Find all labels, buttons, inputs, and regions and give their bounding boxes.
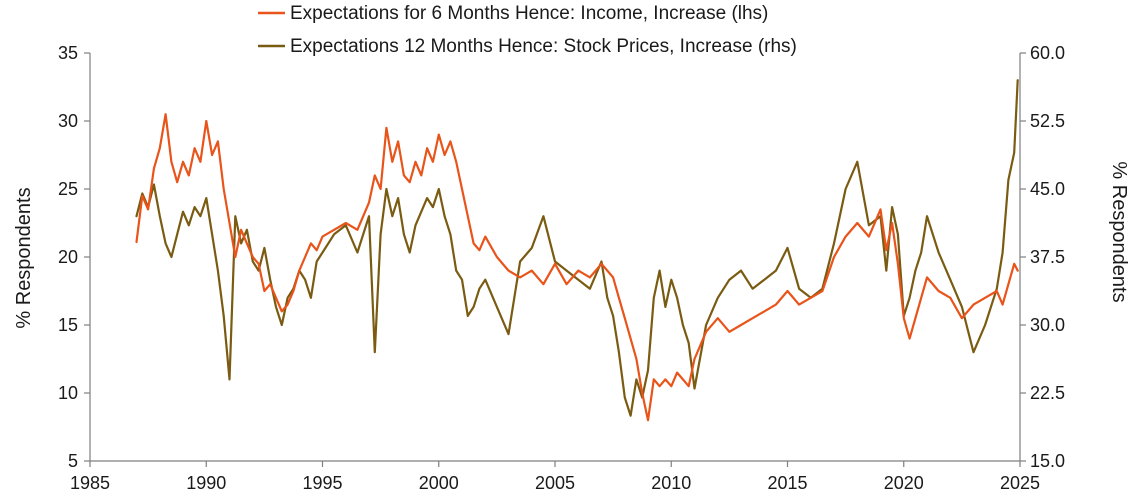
y-left-tick-label: 5 [68,451,78,471]
y-left-tick-label: 25 [58,179,78,199]
series-line-income [135,113,1019,422]
x-tick-label: 2000 [419,473,459,493]
x-tick-label: 1985 [70,473,110,493]
y-left-tick-label: 30 [58,111,78,131]
x-tick-label: 2020 [884,473,924,493]
legend-label-stock-prices: Expectations 12 Months Hence: Stock Pric… [290,36,797,57]
y-left-tick-label: 15 [58,315,78,335]
x-tick-label: 1995 [302,473,342,493]
x-tick-label: 2005 [535,473,575,493]
series-layer [135,79,1019,422]
x-tick-label: 2015 [767,473,807,493]
legend-label-income: Expectations for 6 Months Hence: Income,… [290,3,768,24]
y-left-tick-label: 35 [58,43,78,63]
y-right-tick-label: 45.0 [1030,179,1065,199]
y-left-tick-label: 20 [58,247,78,267]
y-axis-title-right: % Respondents [1108,161,1130,302]
y-right-tick-label: 22.5 [1030,383,1065,403]
y-right-tick-label: 37.5 [1030,247,1065,267]
x-tick-label: 1990 [186,473,226,493]
x-tick-label: 2010 [651,473,691,493]
axes: 1985 1990 1995 2000 2005 2010 2015 2020 20255101… [58,43,1065,493]
x-tick-label: 2025 [1000,473,1040,493]
y-right-tick-label: 30.0 [1030,315,1065,335]
y-right-tick-label: 60.0 [1030,43,1065,63]
y-axis-title-left: % Respondents [13,187,35,328]
y-left-tick-label: 10 [58,383,78,403]
series-line-stock-prices [135,79,1019,417]
y-right-tick-label: 52.5 [1030,111,1065,131]
y-right-tick-label: 15.0 [1030,451,1065,471]
legend: Expectations for 6 Months Hence: Income,… [258,3,797,57]
